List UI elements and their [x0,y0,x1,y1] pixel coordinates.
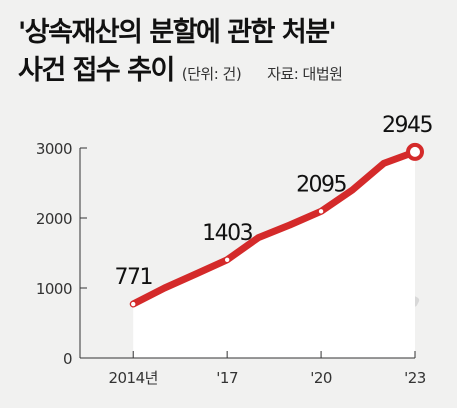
end-point-marker [406,142,424,161]
x-tick-label: '23 [404,369,426,387]
x-tick-label: 2014년 [108,369,157,387]
unit-label: (단위: 건) [181,65,242,83]
y-tick-label: 3000 [36,140,72,158]
data-label: 2945 [382,113,432,138]
y-tick-label: 2000 [36,210,72,228]
data-point [318,209,324,214]
source-label: 자료: 대법원 [267,65,343,83]
data-label: 771 [114,265,152,290]
data-point [131,301,136,307]
y-tick-label: 1000 [36,280,72,298]
series-line [129,148,419,308]
data-label: 1403 [202,221,252,246]
x-tick-label: '17 [216,369,238,387]
chart-title: '상속재산의 분할에 관한 처분' 사건 접수 추이 (단위: 건) 자료: 대… [18,14,343,93]
area-fill [133,151,415,358]
title-line-2: 사건 접수 추이 (단위: 건) 자료: 대법원 [18,52,343,93]
title-line-1: '상속재산의 분할에 관한 처분' [18,17,337,48]
data-point [224,257,230,262]
data-label: 2095 [296,172,346,197]
x-tick-label: '20 [310,369,332,387]
title-line-2-text: 사건 접수 추이 [18,55,175,86]
y-tick-label: 0 [63,350,72,368]
